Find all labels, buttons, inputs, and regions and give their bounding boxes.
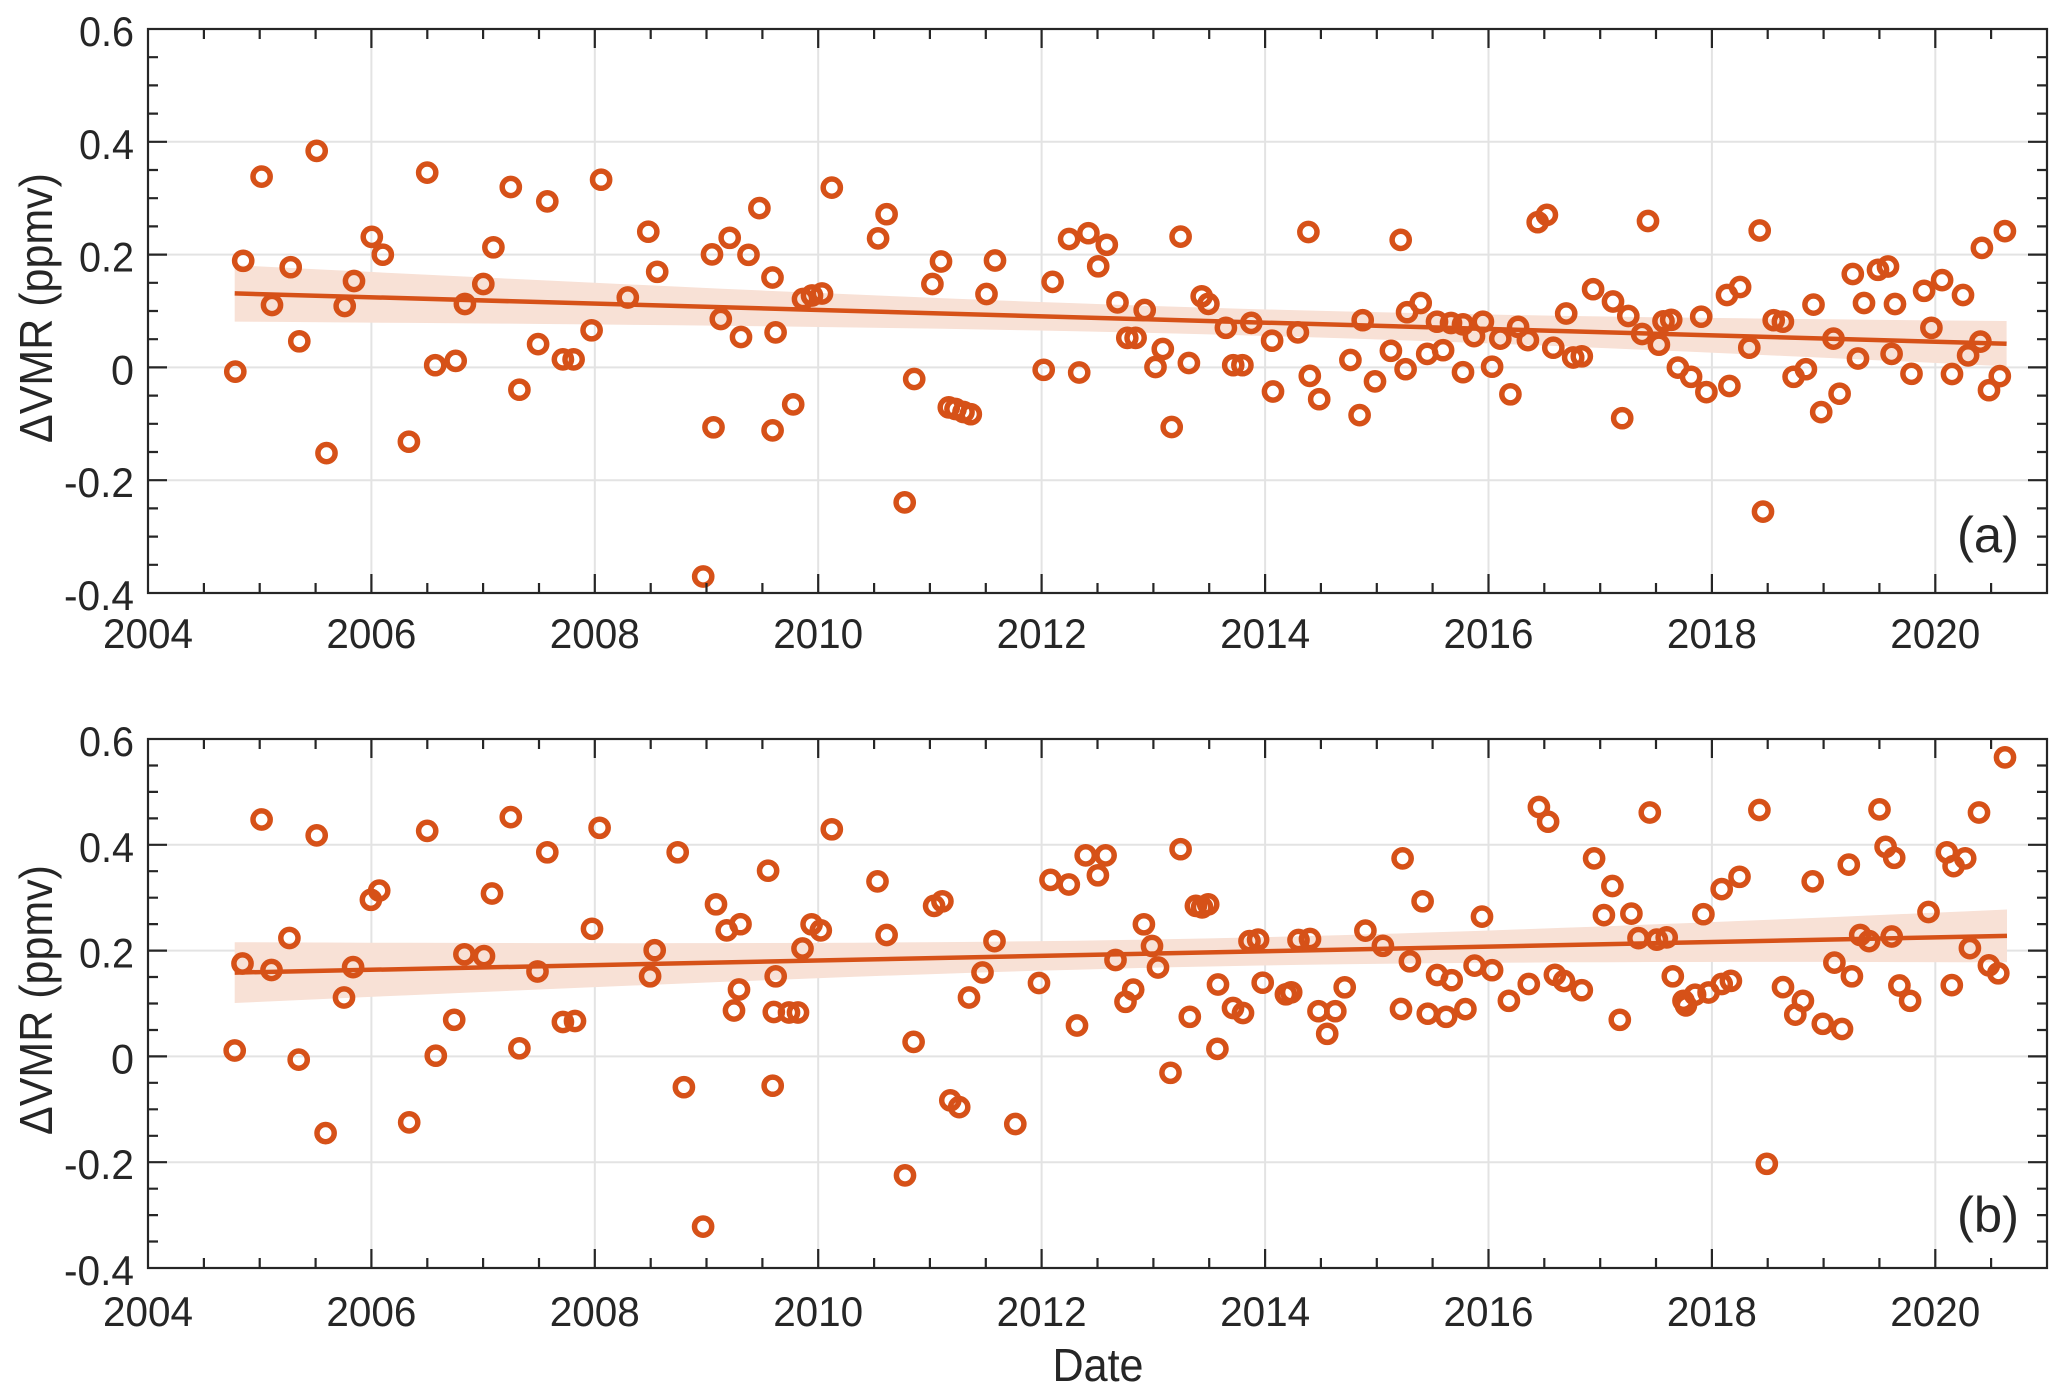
svg-text:0.6: 0.6	[79, 8, 134, 55]
svg-text:-0.2: -0.2	[64, 1141, 134, 1188]
svg-text:2014: 2014	[1220, 610, 1310, 657]
svg-text:ΔVMR (ppmv): ΔVMR (ppmv)	[10, 173, 62, 443]
svg-text:0.2: 0.2	[79, 234, 134, 281]
svg-text:2004: 2004	[103, 610, 193, 657]
svg-text:-0.4: -0.4	[64, 572, 134, 619]
svg-text:0.4: 0.4	[79, 824, 134, 871]
svg-text:-0.4: -0.4	[64, 1247, 134, 1294]
svg-text:2018: 2018	[1667, 1288, 1757, 1335]
svg-text:2020: 2020	[1890, 610, 1980, 657]
svg-text:(b): (b)	[1957, 1187, 2019, 1243]
svg-text:2008: 2008	[550, 1288, 640, 1335]
svg-text:2014: 2014	[1220, 1288, 1310, 1335]
svg-text:-0.2: -0.2	[64, 459, 134, 506]
svg-text:2016: 2016	[1444, 610, 1534, 657]
svg-text:2010: 2010	[773, 1288, 863, 1335]
svg-text:2004: 2004	[103, 1288, 193, 1335]
svg-text:(a): (a)	[1957, 507, 2019, 563]
svg-text:2006: 2006	[326, 610, 416, 657]
svg-text:0: 0	[111, 1035, 134, 1082]
svg-text:0: 0	[111, 346, 134, 393]
svg-text:2018: 2018	[1667, 610, 1757, 657]
svg-text:Date: Date	[1053, 1339, 1144, 1391]
svg-text:ΔVMR (ppmv): ΔVMR (ppmv)	[10, 865, 62, 1135]
svg-text:2012: 2012	[997, 1288, 1087, 1335]
svg-text:2016: 2016	[1444, 1288, 1534, 1335]
svg-text:0.6: 0.6	[79, 718, 134, 765]
svg-text:2010: 2010	[773, 610, 863, 657]
svg-text:2008: 2008	[550, 610, 640, 657]
svg-text:0.4: 0.4	[79, 121, 134, 168]
svg-text:0.2: 0.2	[79, 930, 134, 977]
svg-text:2020: 2020	[1890, 1288, 1980, 1335]
svg-text:2006: 2006	[326, 1288, 416, 1335]
svg-text:2012: 2012	[997, 610, 1087, 657]
